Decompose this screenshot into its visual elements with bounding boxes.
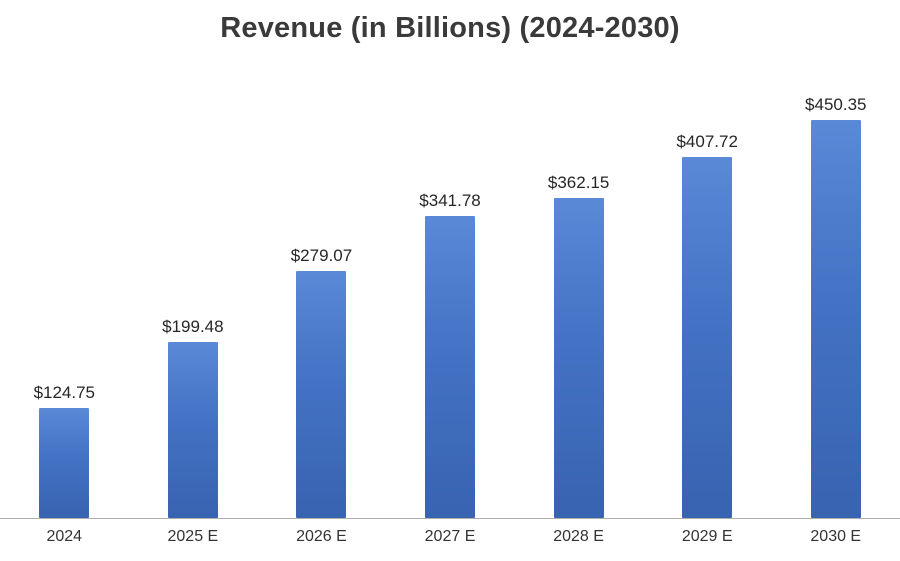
bar-column: $279.07 (257, 58, 386, 518)
revenue-bar (167, 341, 218, 518)
bar-column: $450.35 (771, 58, 900, 518)
x-axis-label: 2030 E (810, 528, 862, 545)
bar-value-label: $124.75 (33, 382, 96, 402)
plot-area: $124.75 $199.48 $279.07 $341.78 $362.15 $407.… (0, 58, 900, 519)
revenue-bar (682, 157, 733, 518)
bar-column: $407.72 (643, 58, 772, 518)
bar-value-label: $199.48 (162, 316, 224, 336)
bar-column: $199.48 (129, 58, 258, 518)
x-axis-label: 2028 E (553, 528, 604, 545)
revenue-bar (553, 197, 604, 518)
bar-column: $362.15 (514, 58, 643, 518)
x-axis-label: 2025 E (167, 528, 219, 545)
revenue-bar (810, 119, 861, 518)
bar-value-label: $450.35 (805, 94, 867, 114)
x-axis-label: 2029 E (681, 528, 733, 545)
revenue-bar (425, 215, 476, 518)
x-axis-label: 2024 (46, 528, 83, 545)
chart-title: Revenue (in Billions) (2024-2030) (220, 12, 680, 44)
bar-value-label: $279.07 (290, 246, 353, 266)
bar-column: $124.75 (0, 58, 129, 518)
x-axis: 2024 2025 E 2026 E 2027 E 2028 E 2029 E 2030 E (0, 519, 900, 561)
revenue-bar (39, 407, 90, 518)
bar-value-label: $362.15 (547, 172, 610, 192)
x-axis-label: 2026 E (296, 528, 347, 545)
bar-value-label: $341.78 (419, 190, 481, 210)
bar-column: $341.78 (386, 58, 515, 518)
bar-value-label: $407.72 (676, 132, 738, 152)
revenue-bar (296, 271, 347, 518)
x-axis-label: 2027 E (424, 528, 476, 545)
